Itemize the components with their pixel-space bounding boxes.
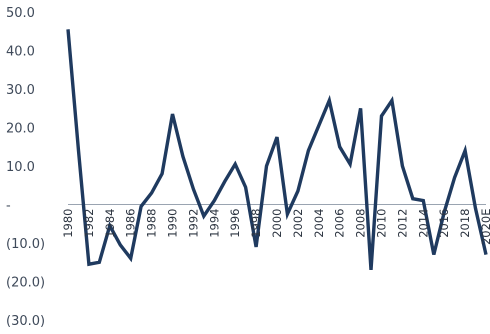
series-line (66, 29, 488, 271)
y-tick-label: (30.0) (6, 314, 45, 329)
x-tick-label: 1986 (124, 209, 138, 238)
y-tick-label: 30.0 (6, 83, 35, 98)
x-axis: 1980 1982 1984 1986 1988 1990 1992 1994 1996 1998… (61, 209, 490, 246)
x-tick-label: 1992 (186, 209, 200, 238)
x-tick-label: 2000 (270, 209, 284, 238)
x-tick-label: 1980 (61, 209, 75, 238)
y-tick-label: (10.0) (6, 237, 45, 252)
y-tick-label: 40.0 (6, 45, 35, 60)
x-tick-label: 2020E (479, 209, 490, 246)
x-tick-label: 2010 (375, 209, 389, 238)
y-tick-label: (20.0) (6, 276, 45, 291)
x-tick-label: 2018 (458, 209, 472, 238)
x-tick-label: 1982 (82, 209, 96, 238)
x-tick-label: 1998 (249, 209, 263, 238)
x-tick-label: 2002 (291, 209, 305, 238)
x-tick-label: 1988 (145, 209, 159, 238)
y-tick-label: 10.0 (6, 160, 35, 175)
x-tick-label: 1994 (207, 209, 221, 238)
x-tick-label: 2012 (395, 209, 409, 238)
x-tick-label: 1996 (228, 209, 242, 238)
x-tick-label: 2014 (416, 209, 430, 238)
y-tick-label: 50.0 (6, 6, 35, 21)
x-tick-label: 2016 (437, 209, 451, 238)
y-axis: 50.0 40.0 30.0 20.0 10.0 - (10.0) (20.0) (30.0) (6, 6, 45, 329)
x-tick-label: 2008 (354, 209, 368, 238)
x-tick-label: 1984 (103, 209, 117, 238)
x-tick-label: 2004 (312, 209, 326, 238)
y-tick-label: 20.0 (6, 122, 35, 137)
x-tick-label: 2006 (333, 209, 347, 238)
y-tick-label: - (6, 199, 11, 214)
x-tick-label: 1990 (166, 209, 180, 238)
